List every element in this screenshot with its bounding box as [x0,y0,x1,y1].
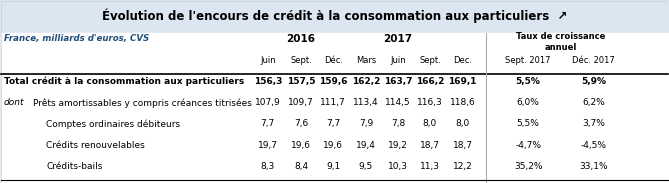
Text: 157,5: 157,5 [287,77,315,86]
Text: 6,2%: 6,2% [582,98,605,107]
Text: 5,9%: 5,9% [581,77,606,86]
Text: 7,7: 7,7 [326,119,341,128]
Text: 18,7: 18,7 [420,141,440,150]
Text: 3,7%: 3,7% [582,119,605,128]
Text: Crédits-bails: Crédits-bails [46,162,102,171]
Text: 7,9: 7,9 [359,119,373,128]
Text: Mars: Mars [356,56,376,65]
Text: Évolution de l'encours de crédit à la consommation aux particuliers  ↗: Évolution de l'encours de crédit à la co… [102,9,567,23]
Text: 114,5: 114,5 [385,98,411,107]
Text: Taux de croissance
annuel: Taux de croissance annuel [516,32,605,52]
Text: 19,6: 19,6 [323,141,343,150]
Text: Dec.: Dec. [453,56,472,65]
Text: 2016: 2016 [286,34,315,44]
Text: 8,4: 8,4 [294,162,308,171]
Text: 7,8: 7,8 [391,119,405,128]
Text: 163,7: 163,7 [384,77,412,86]
Text: 18,7: 18,7 [453,141,473,150]
Text: Juin: Juin [390,56,405,65]
Text: 116,3: 116,3 [417,98,443,107]
Text: 107,9: 107,9 [255,98,280,107]
Text: France, milliards d'euros, CVS: France, milliards d'euros, CVS [4,34,149,43]
Text: 12,2: 12,2 [453,162,472,171]
Text: 19,4: 19,4 [356,141,376,150]
Text: 109,7: 109,7 [288,98,314,107]
Text: 156,3: 156,3 [254,77,282,86]
Text: Sept.: Sept. [419,56,441,65]
Text: Juin: Juin [260,56,276,65]
Text: Comptes ordinaires débiteurs: Comptes ordinaires débiteurs [46,119,180,129]
Text: 166,2: 166,2 [415,77,444,86]
Text: 7,7: 7,7 [261,119,275,128]
Text: 19,6: 19,6 [291,141,311,150]
Text: 6,0%: 6,0% [516,98,539,107]
Text: Sept.: Sept. [290,56,312,65]
Text: Crédits renouvelables: Crédits renouvelables [46,141,145,150]
Text: 8,0: 8,0 [456,119,470,128]
Text: 35,2%: 35,2% [514,162,543,171]
Text: 118,6: 118,6 [450,98,476,107]
Text: Prêts amortissables y compris créances titrisées: Prêts amortissables y compris créances t… [33,98,252,108]
Text: 162,2: 162,2 [352,77,380,86]
Text: 8,0: 8,0 [423,119,437,128]
Text: 8,3: 8,3 [261,162,275,171]
Text: 5,5%: 5,5% [516,119,539,128]
Text: 19,2: 19,2 [388,141,408,150]
Text: -4,7%: -4,7% [515,141,541,150]
Text: -4,5%: -4,5% [581,141,607,150]
Text: dont: dont [4,98,25,107]
Text: 5,5%: 5,5% [516,77,541,86]
Text: 9,1: 9,1 [326,162,341,171]
Text: 159,6: 159,6 [319,77,347,86]
Text: Sept. 2017: Sept. 2017 [505,56,551,65]
Text: Total crédit à la consommation aux particuliers: Total crédit à la consommation aux parti… [4,77,244,86]
Text: Déc. 2017: Déc. 2017 [572,56,615,65]
Text: 19,7: 19,7 [258,141,278,150]
Text: 169,1: 169,1 [448,77,477,86]
Text: 7,6: 7,6 [294,119,308,128]
Text: 111,7: 111,7 [320,98,346,107]
Text: 113,4: 113,4 [353,98,379,107]
Text: 10,3: 10,3 [388,162,408,171]
Bar [1,33,668,182]
Text: 9,5: 9,5 [359,162,373,171]
Text: 2017: 2017 [383,34,413,44]
Text: Déc.: Déc. [324,56,343,65]
Text: 11,3: 11,3 [420,162,440,171]
Text: 33,1%: 33,1% [579,162,608,171]
Bar [1,1,668,33]
